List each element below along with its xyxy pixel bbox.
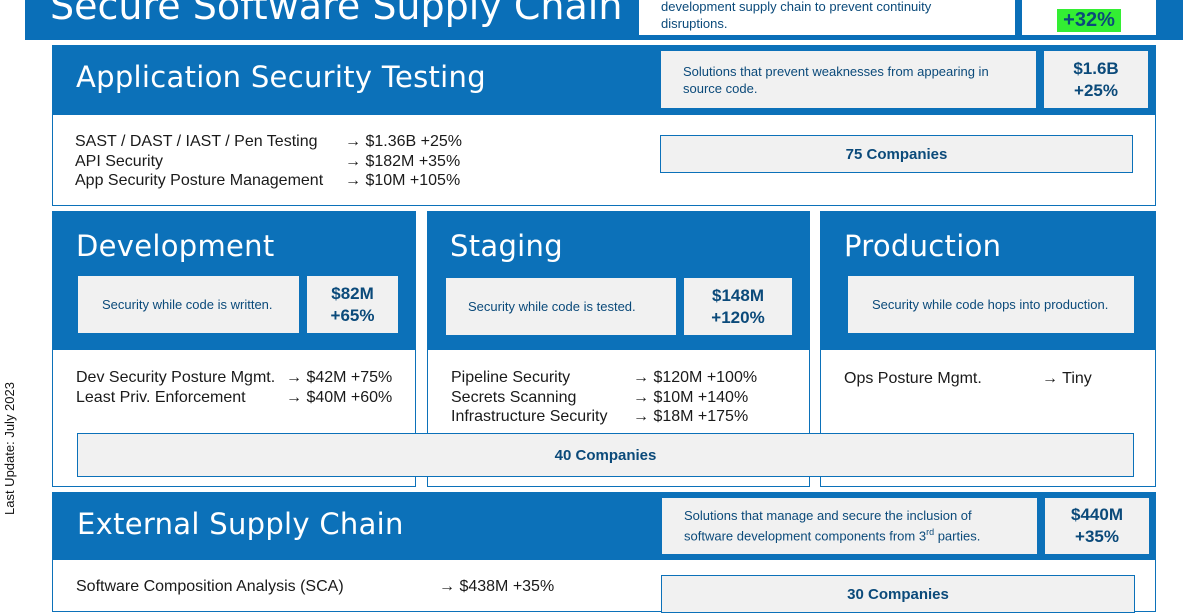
item-value: → $1.36B +25% (345, 133, 462, 150)
development-metric-box: $82M +65% (306, 275, 399, 334)
item-name: API Security (75, 152, 164, 170)
item-name: Ops Posture Mgmt. (844, 370, 982, 387)
external-title: External Supply Chain (77, 507, 404, 541)
list-item: Least Priv. Enforcement → $40M +60% (76, 388, 392, 408)
page-title: Secure Software Supply Chain (50, 0, 623, 28)
staging-title: Staging (450, 229, 563, 263)
list-item: Infrastructure Security → $18M +175% (451, 407, 757, 427)
item-name: Secrets Scanning (451, 388, 577, 406)
top-description-text: development supply chain to prevent cont… (661, 0, 932, 31)
middle-companies: 40 Companies (77, 433, 1134, 477)
list-item: API Security → $182M +35% (75, 152, 462, 172)
external-description-main: Solutions that manage and secure the inc… (684, 508, 972, 544)
external-description-text: Solutions that manage and secure the inc… (684, 507, 1015, 544)
ast-growth: +25% (1074, 80, 1118, 100)
item-value: → Tiny (1042, 370, 1092, 387)
list-item: Ops Posture Mgmt. → Tiny (844, 369, 1092, 389)
ast-description: Solutions that prevent weaknesses from a… (660, 50, 1037, 109)
item-name: Dev Security Posture Mgmt. (76, 369, 276, 386)
staging-description: Security while code is tested. (445, 277, 677, 336)
item-name: SAST / DAST / IAST / Pen Testing (75, 133, 318, 150)
production-title: Production (844, 229, 1002, 263)
item-value: → $182M +35% (345, 152, 461, 170)
item-name: Pipeline Security (451, 369, 571, 386)
development-title: Development (76, 229, 275, 263)
item-value: → $120M +100% (633, 369, 758, 386)
item-name: App Security Posture Management (75, 172, 324, 189)
development-description-text: Security while code is written. (102, 297, 273, 312)
list-item: SAST / DAST / IAST / Pen Testing → $1.36… (75, 132, 462, 152)
external-growth: +35% (1075, 527, 1119, 546)
item-name: Infrastructure Security (451, 408, 608, 425)
ast-market-size: $1.6B (1073, 58, 1119, 78)
staging-items: Pipeline Security → $120M +100% Secrets … (451, 368, 757, 427)
staging-description-text: Security while code is tested. (468, 299, 636, 314)
list-item: App Security Posture Management → $10M +… (75, 171, 462, 191)
list-item: Secrets Scanning → $10M +140% (451, 388, 757, 408)
staging-metric-box: $148M +120% (683, 277, 793, 336)
staging-growth: +120% (711, 307, 765, 327)
item-value: → $42M +75% (286, 369, 393, 386)
list-item: Software Composition Analysis (SCA) → $4… (76, 577, 554, 597)
development-description: Security while code is written. (77, 275, 300, 334)
development-growth: +65% (330, 305, 375, 325)
external-items: Software Composition Analysis (SCA) → $4… (76, 577, 554, 597)
ast-items: SAST / DAST / IAST / Pen Testing → $1.36… (75, 132, 462, 191)
ast-title: Application Security Testing (76, 60, 486, 94)
external-market-size: $440M (1071, 505, 1123, 524)
production-description: Security while code hops into production… (847, 275, 1135, 334)
item-name: Software Composition Analysis (SCA) (76, 578, 344, 595)
item-name: Least Priv. Enforcement (76, 388, 246, 406)
external-description: Solutions that manage and secure the inc… (661, 497, 1038, 555)
ast-companies: 75 Companies (660, 135, 1133, 173)
item-value: → $10M +105% (345, 172, 461, 189)
development-market-size: $82M (331, 283, 374, 303)
external-companies: 30 Companies (661, 575, 1135, 613)
external-description-end: parties. (934, 528, 981, 544)
external-description-sup: rd (926, 527, 935, 538)
top-description: development supply chain to prevent cont… (639, 0, 1015, 35)
ast-metric-box: $1.6B +25% (1043, 50, 1149, 109)
item-value: → $10M +140% (633, 388, 749, 406)
development-items: Dev Security Posture Mgmt. → $42M +75% L… (76, 368, 392, 407)
ast-description-text: Solutions that prevent weaknesses from a… (683, 63, 989, 96)
item-value: → $40M +60% (286, 388, 393, 406)
external-metric-box: $440M +35% (1044, 497, 1150, 555)
list-item: Dev Security Posture Mgmt. → $42M +75% (76, 368, 392, 388)
production-items: Ops Posture Mgmt. → Tiny (844, 369, 1092, 389)
top-growth-badge: +32% (1057, 9, 1121, 32)
item-value: → $18M +175% (633, 408, 749, 425)
staging-market-size: $148M (712, 285, 764, 305)
last-update-label: Last Update: July 2023 (2, 382, 17, 515)
production-description-text: Security while code hops into production… (872, 297, 1109, 312)
list-item: Pipeline Security → $120M +100% (451, 368, 757, 388)
top-metric-box: +32% (1022, 0, 1156, 35)
item-value: → $438M +35% (439, 578, 555, 595)
